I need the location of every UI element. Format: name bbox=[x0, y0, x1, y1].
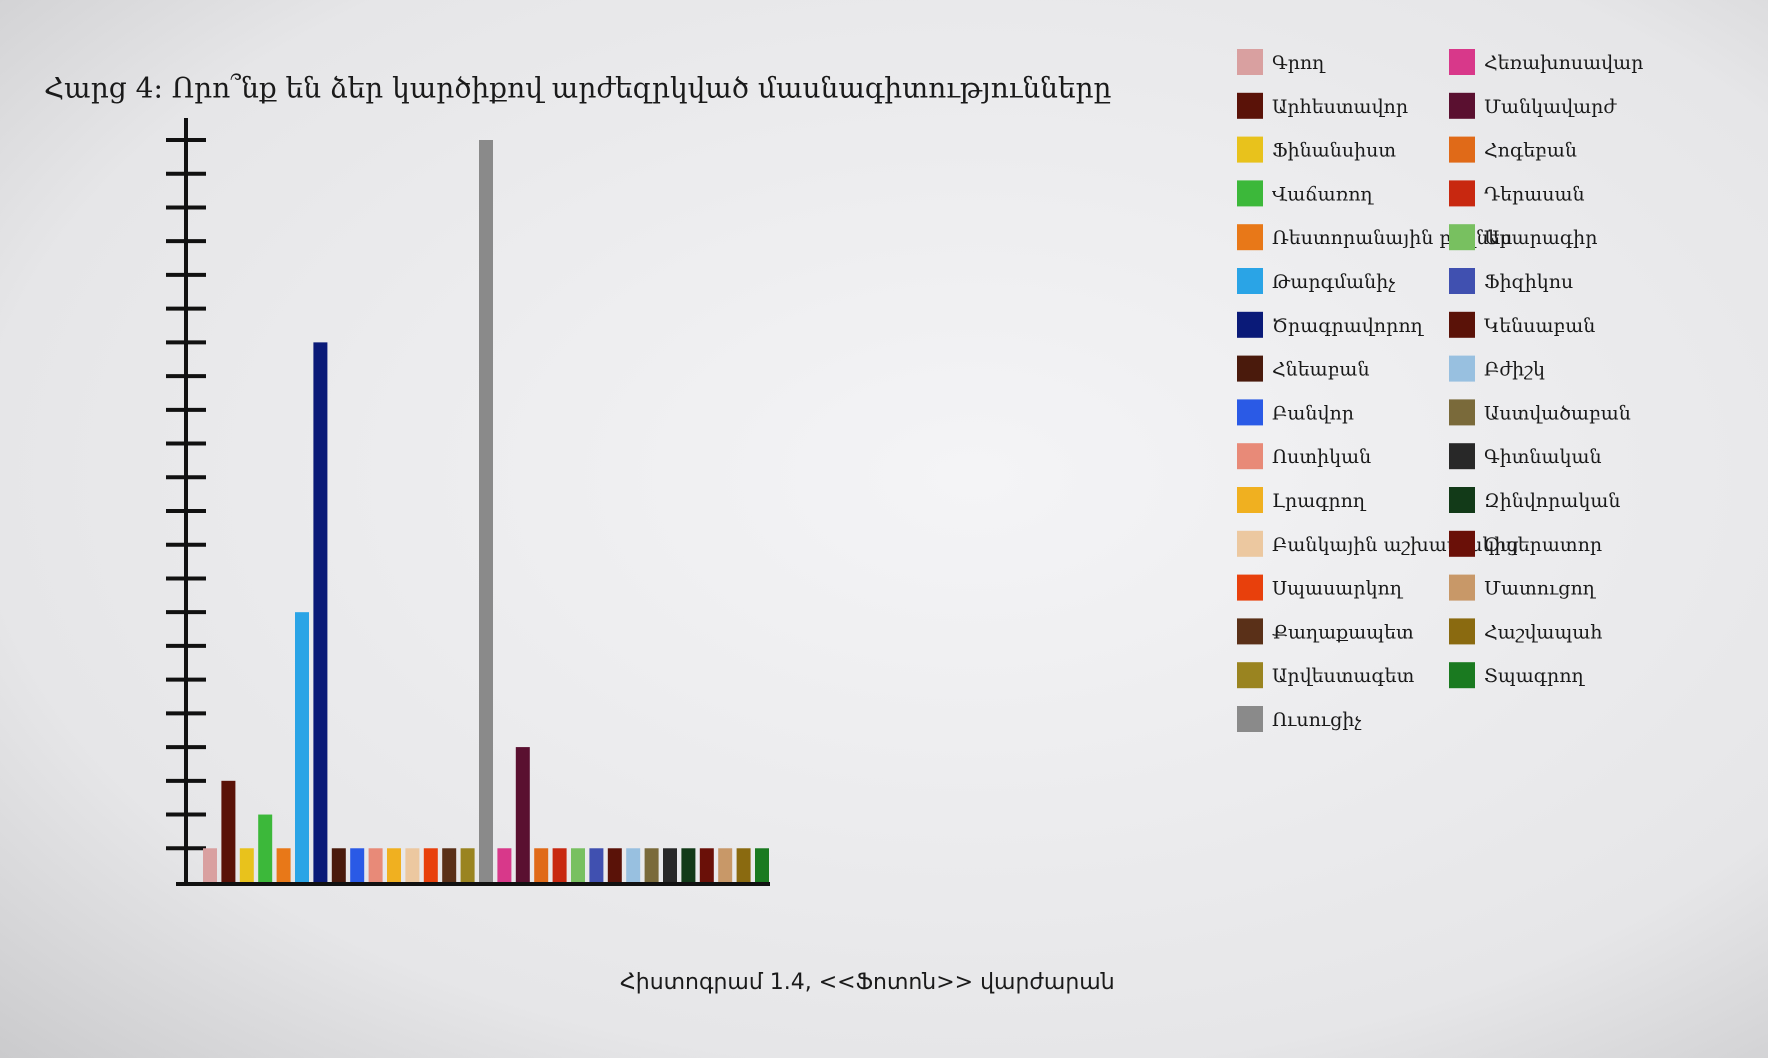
legend-label: Գիտնական bbox=[1484, 446, 1602, 468]
legend-label: Օպերատոր bbox=[1484, 534, 1602, 556]
bar bbox=[331, 848, 346, 882]
bar bbox=[258, 814, 273, 882]
legend-swatch bbox=[1237, 662, 1263, 689]
legend-label: Կենսաբան bbox=[1484, 315, 1595, 337]
bar bbox=[479, 140, 493, 882]
bar bbox=[295, 612, 309, 882]
legend-swatch bbox=[1237, 487, 1263, 513]
legend-swatch bbox=[1449, 355, 1475, 382]
legend-label: Քաղաքապետ bbox=[1272, 621, 1414, 643]
legend-label: Դերասան bbox=[1484, 183, 1585, 205]
legend-swatch bbox=[1237, 136, 1263, 163]
legend-label: Արվեստագետ bbox=[1272, 665, 1415, 687]
legend-swatch bbox=[1449, 399, 1475, 426]
legend-label: Աստվածաբան bbox=[1484, 402, 1631, 424]
bar bbox=[313, 342, 328, 882]
legend-label: Մատուցող bbox=[1484, 578, 1597, 600]
legend-label: Տպագրող bbox=[1484, 665, 1586, 687]
legend-label: Վաճառող bbox=[1272, 183, 1375, 205]
bar bbox=[607, 848, 622, 882]
legend-label: Հաշվապահ bbox=[1484, 621, 1602, 643]
bar bbox=[368, 848, 383, 882]
bar bbox=[405, 848, 420, 882]
legend-label: Ռեստորանային բիզնես bbox=[1272, 227, 1512, 249]
legend-swatch bbox=[1237, 268, 1263, 294]
legend-swatch bbox=[1449, 224, 1475, 251]
legend-swatch bbox=[1449, 574, 1475, 601]
legend-swatch bbox=[1237, 180, 1263, 207]
bar bbox=[534, 848, 549, 882]
bar bbox=[589, 848, 604, 882]
legend-label: Ուսուցիչ bbox=[1272, 709, 1361, 731]
legend-swatch bbox=[1237, 618, 1263, 645]
legend-swatch bbox=[1449, 92, 1475, 119]
legend-swatch bbox=[1449, 487, 1475, 513]
legend-swatch bbox=[1449, 530, 1475, 557]
legend-swatch bbox=[1449, 136, 1475, 163]
bar bbox=[350, 848, 365, 882]
bar bbox=[699, 848, 714, 882]
bar bbox=[571, 848, 585, 882]
bar bbox=[276, 848, 291, 882]
legend-label: Ծրագրավորող bbox=[1272, 315, 1425, 337]
chart-title: Հարց 4: Որո՞նք են ձեր կարծիքով արժեզրկվա… bbox=[44, 72, 1112, 105]
legend-label: Արհեստավոր bbox=[1272, 96, 1408, 118]
bar bbox=[423, 848, 438, 882]
legend-swatch bbox=[1237, 49, 1263, 75]
bar bbox=[515, 747, 530, 882]
legend-label: Լրագրող bbox=[1272, 490, 1367, 512]
bar bbox=[736, 848, 751, 882]
legend-label: Գրող bbox=[1272, 52, 1326, 74]
bar bbox=[203, 848, 217, 882]
bar bbox=[552, 848, 567, 882]
legend-swatch bbox=[1237, 574, 1263, 601]
legend-swatch bbox=[1449, 49, 1475, 75]
legend-swatch bbox=[1237, 443, 1263, 470]
legend-label: Հոգեբան bbox=[1484, 140, 1577, 162]
bar bbox=[681, 848, 696, 882]
legend-label: Բժիշկ bbox=[1484, 359, 1545, 381]
bar bbox=[663, 848, 677, 882]
legend-label: Բանկային աշխատակից bbox=[1272, 534, 1519, 556]
bar bbox=[239, 848, 254, 882]
legend-swatch bbox=[1449, 311, 1475, 338]
legend-label: Թարգմանիչ bbox=[1272, 271, 1395, 293]
bar bbox=[221, 780, 236, 882]
legend-label: Հնեաբան bbox=[1272, 359, 1370, 381]
legend-label: Զինվորական bbox=[1484, 490, 1620, 512]
bar bbox=[442, 848, 457, 882]
legend-label: Մանկավարժ bbox=[1484, 96, 1617, 118]
bar bbox=[497, 848, 512, 882]
legend-label: Սպասարկող bbox=[1272, 578, 1404, 600]
bar bbox=[718, 848, 733, 882]
legend-label: Բանվոր bbox=[1272, 402, 1354, 424]
legend-label: Հեռախոսավար bbox=[1484, 52, 1643, 74]
legend-swatch bbox=[1449, 662, 1475, 689]
legend-label: Ոստիկան bbox=[1272, 446, 1371, 468]
legend-swatch bbox=[1449, 618, 1475, 645]
legend-swatch bbox=[1449, 268, 1475, 294]
legend-swatch bbox=[1449, 180, 1475, 207]
legend-label: Արարագիր bbox=[1484, 227, 1597, 249]
legend-label: Ֆինանսիստ bbox=[1272, 140, 1396, 162]
legend-swatch bbox=[1237, 355, 1263, 382]
bar bbox=[626, 848, 641, 882]
bar bbox=[460, 848, 475, 882]
bar bbox=[644, 848, 659, 882]
bar bbox=[755, 848, 769, 882]
legend-swatch bbox=[1237, 224, 1263, 251]
legend-swatch bbox=[1237, 92, 1263, 119]
legend-swatch bbox=[1449, 443, 1475, 470]
legend-swatch bbox=[1237, 706, 1263, 732]
legend-swatch bbox=[1237, 530, 1263, 557]
caption: Հիստոգրամ 1.4, <<Ֆոտոն>> վարժարան bbox=[620, 970, 1115, 995]
bar bbox=[387, 848, 401, 882]
legend-swatch bbox=[1237, 399, 1263, 426]
legend-swatch bbox=[1237, 311, 1263, 338]
legend-label: Ֆիզիկոս bbox=[1484, 271, 1573, 293]
